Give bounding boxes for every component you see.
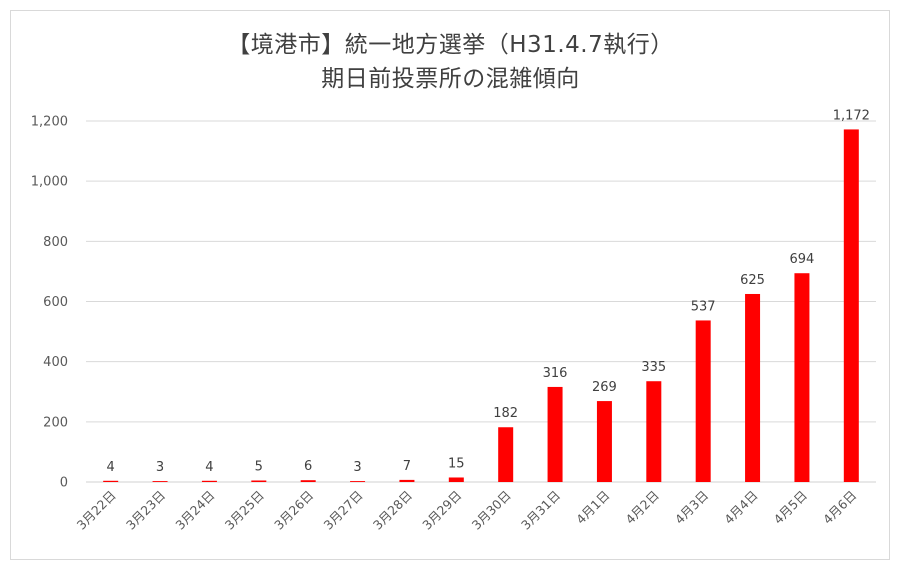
gridlines [86,120,876,483]
x-tick-label: 3月25日 [222,488,267,533]
x-tick-label: 4月5日 [771,488,811,528]
x-tick-label: 4月1日 [573,488,613,528]
bar [646,381,662,482]
data-label: 15 [448,456,465,471]
bar [103,480,119,482]
bar [300,480,316,482]
data-label: 4 [107,460,115,475]
chart-title: 【境港市】統一地方選挙（H31.4.7執行） 期日前投票所の混雑傾向 [0,28,901,96]
bar [201,480,217,482]
x-tick-label: 3月28日 [370,488,415,533]
y-axis-ticks: 0 200 400 600 800 1,000 1,200 [31,115,68,491]
bar [152,481,168,482]
data-label: 537 [691,299,716,314]
y-tick-label: 0 [60,476,68,491]
data-label: 1,172 [833,108,870,123]
data-label: 269 [592,380,617,395]
data-label: 335 [641,360,666,375]
x-tick-label: 4月3日 [672,488,712,528]
bars [103,129,859,482]
data-label: 3 [156,460,164,475]
y-tick-label: 1,200 [31,115,68,130]
x-tick-label: 3月27日 [321,488,366,533]
chart-frame [10,10,890,560]
data-labels: 4 3 4 5 6 3 7 15 182 316 269 335 537 625 694 1,172 [107,108,870,475]
bar [745,293,761,482]
data-label: 182 [493,406,518,421]
chart-title-line2: 期日前投票所の混雑傾向 [321,66,580,92]
x-tick-label: 3月22日 [74,488,119,533]
x-tick-label: 3月30日 [469,488,514,533]
y-tick-label: 200 [43,415,68,430]
bar [596,401,612,482]
x-tick-label: 4月4日 [721,488,761,528]
x-tick-label: 3月29日 [419,488,464,533]
y-tick-label: 400 [43,355,68,370]
bar [498,427,514,482]
bar [399,479,415,482]
bar [843,129,859,482]
data-label: 5 [255,459,263,474]
x-tick-label: 3月23日 [123,488,168,533]
data-label: 6 [304,459,312,474]
data-label: 4 [205,460,213,475]
bar [350,481,366,482]
x-axis-labels: 3月22日 3月23日 3月24日 3月25日 3月26日 3月27日 3月28日 3月29日… [74,488,860,533]
y-tick-label: 800 [43,235,68,250]
bar [794,273,810,482]
data-label: 3 [353,460,361,475]
data-label: 7 [403,459,411,474]
bar [547,386,563,482]
y-tick-label: 1,000 [31,175,68,190]
x-tick-label: 4月2日 [622,488,662,528]
bar [448,477,464,482]
bar [695,320,711,482]
x-tick-label: 4月6日 [820,488,860,528]
data-label: 694 [790,252,815,267]
chart-title-line1: 【境港市】統一地方選挙（H31.4.7執行） [227,32,674,58]
y-tick-label: 600 [43,295,68,310]
x-tick-label: 3月24日 [172,488,217,533]
data-label: 625 [740,273,765,288]
x-tick-label: 3月31日 [518,488,563,533]
bar [251,480,267,482]
data-label: 316 [543,366,568,381]
x-tick-label: 3月26日 [271,488,316,533]
